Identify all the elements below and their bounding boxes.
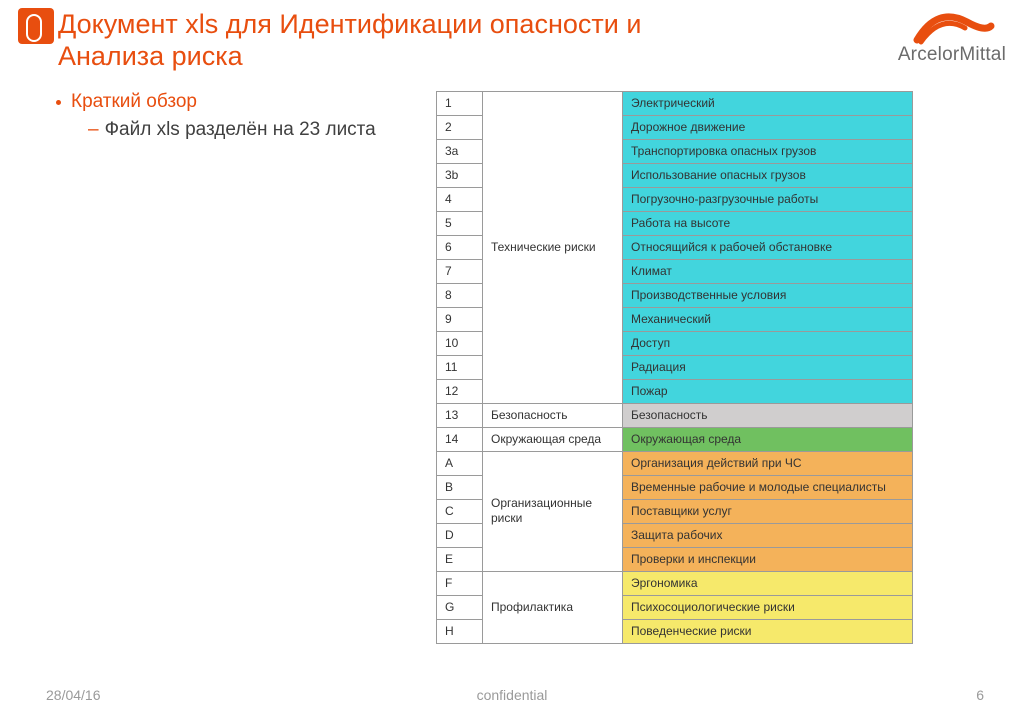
- risk-table: 1Технические рискиЭлектрический2Дорожное…: [436, 91, 913, 644]
- cell-description: Организация действий при ЧС: [623, 451, 913, 475]
- cell-description: Радиация: [623, 355, 913, 379]
- cell-id: C: [437, 499, 483, 523]
- cell-id: 1: [437, 91, 483, 115]
- cell-description: Использование опасных грузов: [623, 163, 913, 187]
- bullet-dash-icon: –: [88, 119, 99, 141]
- footer-date: 28/04/16: [46, 687, 101, 703]
- cell-category: Безопасность: [483, 403, 623, 427]
- cell-description: Защита рабочих: [623, 523, 913, 547]
- cell-id: 3a: [437, 139, 483, 163]
- cell-category: Окружающая среда: [483, 427, 623, 451]
- cell-id: 4: [437, 187, 483, 211]
- cell-description: Дорожное движение: [623, 115, 913, 139]
- brand-text: ArcelorMittal: [898, 44, 1006, 66]
- cell-description: Эргономика: [623, 571, 913, 595]
- table-row: 13БезопасностьБезопасность: [437, 403, 913, 427]
- cell-description: Пожар: [623, 379, 913, 403]
- footer-confidential: confidential: [477, 687, 548, 703]
- cell-category: Организационные риски: [483, 451, 623, 571]
- cell-id: B: [437, 475, 483, 499]
- cell-category: Технические риски: [483, 91, 623, 403]
- footer: 28/04/16 confidential 6: [0, 687, 1024, 703]
- cell-id: 6: [437, 235, 483, 259]
- cell-description: Транспортировка опасных грузов: [623, 139, 913, 163]
- bullet-l1-text: Краткий обзор: [71, 91, 197, 113]
- cell-description: Поведенческие риски: [623, 619, 913, 643]
- cell-id: G: [437, 595, 483, 619]
- cell-id: 12: [437, 379, 483, 403]
- cell-id: E: [437, 547, 483, 571]
- bullet-level2: – Файл xls разделён на 23 листа: [56, 119, 436, 141]
- cell-id: H: [437, 619, 483, 643]
- table-row: 14Окружающая средаОкружающая среда: [437, 427, 913, 451]
- bullet-dot-icon: [56, 100, 61, 105]
- cell-id: 8: [437, 283, 483, 307]
- cell-id: 7: [437, 259, 483, 283]
- cell-description: Относящийся к рабочей обстановке: [623, 235, 913, 259]
- cell-id: 3b: [437, 163, 483, 187]
- cell-description: Климат: [623, 259, 913, 283]
- cell-id: 14: [437, 427, 483, 451]
- table-row: FПрофилактикаЭргономика: [437, 571, 913, 595]
- cell-id: D: [437, 523, 483, 547]
- cell-description: Электрический: [623, 91, 913, 115]
- cell-description: Временные рабочие и молодые специалисты: [623, 475, 913, 499]
- left-logo: [18, 8, 54, 44]
- cell-id: 5: [437, 211, 483, 235]
- cell-description: Окружающая среда: [623, 427, 913, 451]
- brand-logo: ArcelorMittal: [898, 8, 1006, 66]
- cell-id: 11: [437, 355, 483, 379]
- footer-page: 6: [976, 687, 984, 703]
- cell-category: Профилактика: [483, 571, 623, 643]
- cell-description: Психосоциологические риски: [623, 595, 913, 619]
- cell-description: Поставщики услуг: [623, 499, 913, 523]
- table-row: 1Технические рискиЭлектрический: [437, 91, 913, 115]
- cell-description: Механический: [623, 307, 913, 331]
- bullet-level1: Краткий обзор: [56, 91, 436, 113]
- cell-description: Погрузочно-разгрузочные работы: [623, 187, 913, 211]
- cell-description: Проверки и инспекции: [623, 547, 913, 571]
- cell-id: 2: [437, 115, 483, 139]
- cell-id: 13: [437, 403, 483, 427]
- page-title: Документ xls для Идентификации опасности…: [58, 8, 738, 73]
- cell-id: A: [437, 451, 483, 475]
- table-row: AОрганизационные рискиОрганизация действ…: [437, 451, 913, 475]
- bullet-list: Краткий обзор – Файл xls разделён на 23 …: [56, 91, 436, 141]
- cell-id: F: [437, 571, 483, 595]
- cell-id: 10: [437, 331, 483, 355]
- cell-description: Безопасность: [623, 403, 913, 427]
- cell-description: Работа на высоте: [623, 211, 913, 235]
- bullet-l2-text: Файл xls разделён на 23 листа: [105, 119, 376, 141]
- cell-description: Производственные условия: [623, 283, 913, 307]
- cell-description: Доступ: [623, 331, 913, 355]
- cell-id: 9: [437, 307, 483, 331]
